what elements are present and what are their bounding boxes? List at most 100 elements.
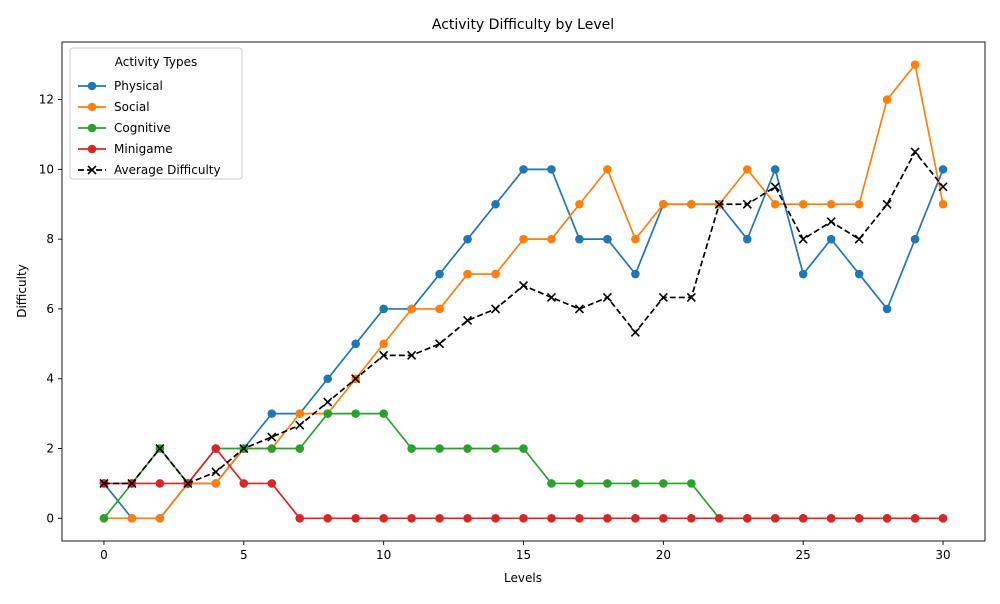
y-tick-label: 4 <box>46 372 54 386</box>
data-point-social <box>603 165 612 174</box>
x-tick-label: 0 <box>100 548 108 562</box>
data-point-physical <box>323 374 333 384</box>
data-point-average-difficulty <box>770 182 780 192</box>
data-point-minigame <box>603 514 612 523</box>
data-point-social <box>742 165 752 174</box>
data-point-average-difficulty <box>658 292 668 302</box>
legend-title: Activity Types <box>115 55 198 69</box>
data-point-minigame <box>714 514 724 523</box>
data-point-social <box>127 514 137 523</box>
data-point-social <box>910 60 920 69</box>
data-point-average-difficulty <box>462 315 473 326</box>
data-point-minigame <box>211 444 221 453</box>
data-point-average-difficulty <box>518 281 529 291</box>
data-point-average-difficulty <box>938 182 948 192</box>
data-point-average-difficulty <box>379 350 389 360</box>
data-point-physical <box>938 165 948 174</box>
data-point-minigame <box>770 514 780 523</box>
x-tick-label: 10 <box>376 548 391 562</box>
data-point-minigame <box>854 514 864 523</box>
y-axis-label: Difficulty <box>15 264 29 318</box>
data-point-minigame <box>155 479 165 488</box>
data-point-social <box>882 95 892 104</box>
x-tick-label: 20 <box>656 548 671 562</box>
data-point-minigame <box>742 514 752 523</box>
data-point-average-difficulty <box>99 478 109 488</box>
data-point-average-difficulty <box>910 147 920 157</box>
data-point-physical <box>826 234 836 244</box>
data-point-physical <box>435 269 444 279</box>
data-point-average-difficulty <box>295 420 305 430</box>
data-point-social <box>379 339 388 349</box>
legend-entry-cognitive: Cognitive <box>78 121 171 135</box>
data-point-minigame <box>631 514 640 523</box>
data-point-cognitive <box>351 409 360 418</box>
legend-label: Physical <box>114 79 163 93</box>
x-tick-label: 5 <box>240 548 248 562</box>
legend-marker <box>87 144 97 154</box>
series-line-minigame <box>103 447 944 520</box>
data-point-average-difficulty <box>323 397 333 407</box>
data-point-cognitive <box>435 444 444 453</box>
data-point-physical <box>631 269 640 279</box>
y-tick-label: 10 <box>39 162 54 176</box>
data-point-cognitive <box>99 514 109 523</box>
data-point-physical <box>547 165 556 174</box>
y-tick-label: 8 <box>46 232 54 246</box>
data-point-social <box>798 199 808 209</box>
data-point-social <box>854 199 864 209</box>
legend-marker <box>87 102 97 112</box>
data-point-minigame <box>575 514 584 523</box>
data-point-minigame <box>463 514 472 523</box>
y-tick-label: 6 <box>46 302 54 316</box>
data-point-social <box>826 199 836 209</box>
data-point-minigame <box>938 514 948 523</box>
data-point-minigame <box>826 514 836 523</box>
data-point-average-difficulty <box>435 339 445 349</box>
data-point-physical <box>798 269 808 279</box>
data-point-physical <box>603 234 612 244</box>
data-point-minigame <box>295 514 305 523</box>
legend-label: Average Difficulty <box>114 163 221 177</box>
data-point-minigame <box>491 514 500 523</box>
legend-entry-average-difficulty: Average Difficulty <box>78 163 221 177</box>
legend-marker <box>87 165 97 175</box>
data-point-average-difficulty <box>602 292 612 302</box>
data-point-cognitive <box>631 479 640 488</box>
data-point-social <box>938 199 948 209</box>
data-point-average-difficulty <box>407 350 417 360</box>
data-point-physical <box>910 234 920 244</box>
data-point-cognitive <box>323 409 333 418</box>
data-point-social <box>770 199 780 209</box>
data-point-average-difficulty <box>546 292 557 302</box>
data-point-cognitive <box>687 479 696 488</box>
data-point-average-difficulty <box>630 327 640 337</box>
data-point-cognitive <box>379 409 388 418</box>
data-point-cognitive <box>295 444 305 453</box>
data-point-minigame <box>519 514 528 523</box>
data-point-minigame <box>882 514 892 523</box>
data-point-average-difficulty <box>854 234 864 244</box>
data-point-social <box>463 269 472 279</box>
data-point-average-difficulty <box>714 199 724 209</box>
data-point-average-difficulty <box>490 304 501 314</box>
data-point-minigame <box>547 514 556 523</box>
y-tick-label: 0 <box>46 511 54 525</box>
data-point-average-difficulty <box>742 199 752 209</box>
data-point-average-difficulty <box>239 443 249 454</box>
data-point-minigame <box>407 514 416 523</box>
chart-title: Activity Difficulty by Level <box>432 17 614 33</box>
series-minigame <box>99 444 948 523</box>
data-point-cognitive <box>463 444 472 453</box>
data-point-social <box>659 199 668 209</box>
data-point-average-difficulty <box>183 478 193 488</box>
legend-marker <box>87 123 97 133</box>
data-point-physical <box>267 409 277 418</box>
data-point-physical <box>882 304 892 314</box>
data-point-minigame <box>239 479 249 488</box>
x-tick-label: 15 <box>516 548 531 562</box>
legend-label: Minigame <box>114 142 173 156</box>
data-point-physical <box>575 234 584 244</box>
legend-entry-physical: Physical <box>78 79 163 93</box>
